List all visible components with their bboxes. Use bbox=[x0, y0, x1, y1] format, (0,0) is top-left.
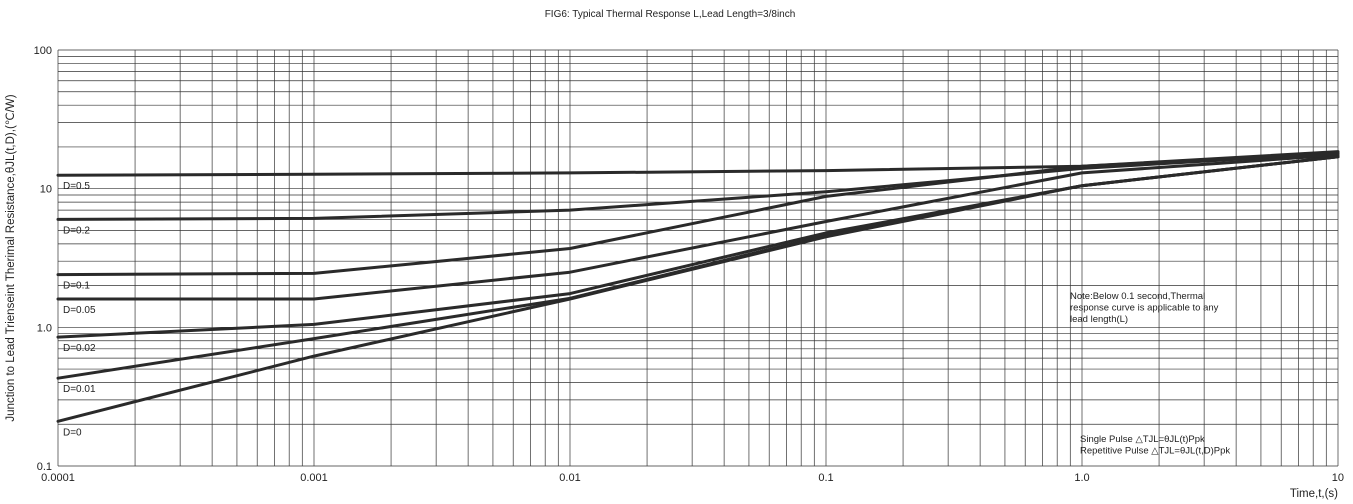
chart-title: FIG6: Typical Thermal Response L,Lead Le… bbox=[545, 9, 796, 20]
annotation-line: response curve is applicable to any bbox=[1070, 303, 1219, 314]
series-label: D=0.02 bbox=[63, 343, 96, 354]
series-label: D=0.1 bbox=[63, 281, 90, 292]
annotation-line: Repetitive Pulse △TJL=θJL(t,D)Ppk bbox=[1080, 446, 1230, 457]
x-tick-label: 10 bbox=[1332, 472, 1344, 484]
y-tick-label: 100 bbox=[34, 45, 52, 57]
series-label: D=0.5 bbox=[63, 181, 90, 192]
y-tick-label: 10 bbox=[40, 184, 52, 196]
series-labels: D=0.5 D=0.2 D=0.1 D=0.05 D=0.02 D=0.01 D=0 bbox=[63, 181, 96, 438]
x-tick-label: 0.01 bbox=[559, 472, 580, 484]
data-curves bbox=[56, 150, 1340, 423]
grid-lines bbox=[57, 49, 1339, 467]
x-tick-label: 0.001 bbox=[300, 472, 328, 484]
series-line bbox=[56, 151, 1340, 221]
x-tick-label: 0.1 bbox=[818, 472, 833, 484]
x-tick-label: 0.0001 bbox=[41, 472, 75, 484]
series-label: D=0 bbox=[63, 427, 82, 438]
tick-labels: 0.0001 0.001 0.01 0.1 1.0 10 0.1 1.0 10 100 bbox=[34, 45, 1344, 484]
x-axis-label: Time,t,(s) bbox=[1290, 488, 1338, 500]
y-tick-label: 1.0 bbox=[37, 322, 52, 334]
x-tick-label: 1.0 bbox=[1074, 472, 1089, 484]
series-line bbox=[56, 151, 1340, 277]
annotation-line: Note:Below 0.1 second,Thermal bbox=[1070, 291, 1205, 302]
series-line bbox=[56, 153, 1340, 301]
y-tick-label: 0.1 bbox=[37, 461, 52, 473]
series-line bbox=[56, 155, 1340, 423]
series-label: D=0.01 bbox=[63, 384, 96, 395]
series-label: D=0.2 bbox=[63, 225, 90, 236]
annotation-line: lead length(L) bbox=[1070, 314, 1128, 325]
annotation-line: Single Pulse △TJL=θJL(t)Ppk bbox=[1080, 434, 1205, 445]
y-axis-label: Junction to Lead Trienseint Therimal Res… bbox=[5, 94, 17, 421]
series-label: D=0.05 bbox=[63, 305, 96, 316]
